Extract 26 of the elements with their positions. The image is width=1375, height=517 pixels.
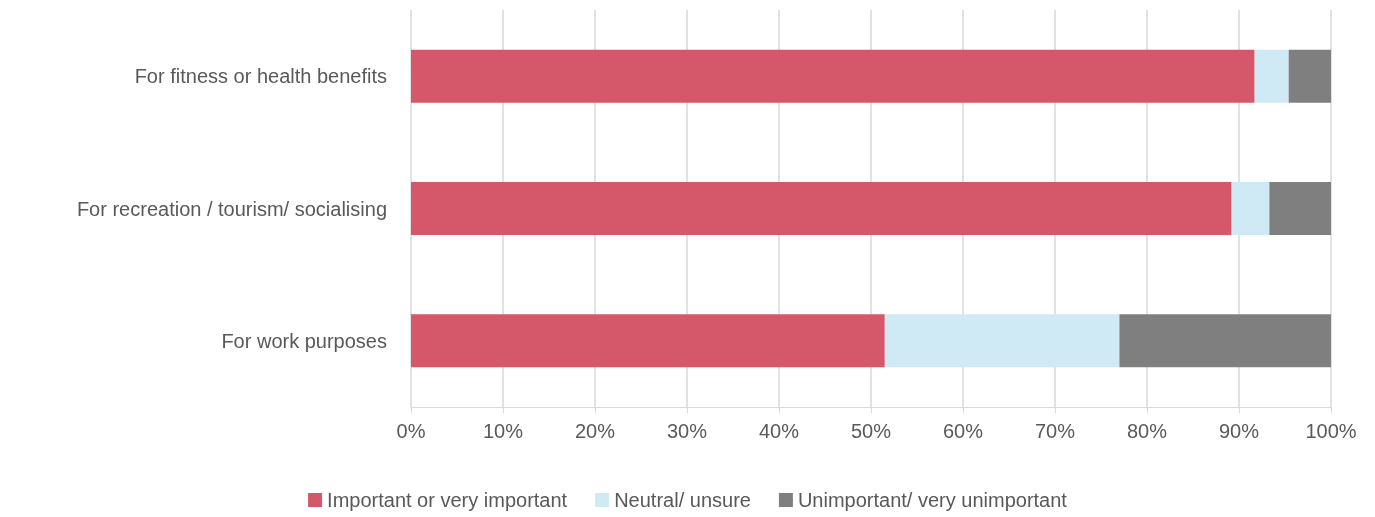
bar [1269, 182, 1331, 235]
y-tick-label: For work purposes [221, 329, 387, 352]
bar [1119, 314, 1331, 368]
bar [411, 49, 1255, 103]
x-tick-label: 70% [1034, 420, 1076, 442]
bar [411, 314, 885, 368]
legend-label: Unimportant/ very unimportant [797, 489, 1068, 511]
x-tick-label: 100% [1305, 420, 1357, 442]
legend-label: Important or very important [327, 489, 568, 511]
x-tick-label: 20% [574, 420, 616, 442]
x-tick-label: 60% [942, 420, 984, 442]
x-tick-label: 10% [482, 420, 524, 442]
x-tick-label: 90% [1218, 420, 1260, 442]
bar [1288, 49, 1331, 103]
x-tick-label: 30% [666, 420, 708, 442]
y-tick-label: For recreation / tourism/ socialising [76, 197, 387, 220]
x-tick-label: 0% [396, 420, 426, 442]
x-tick-label: 80% [1126, 420, 1168, 442]
legend-label: Neutral/ unsure [614, 489, 751, 511]
x-tick-label: 40% [758, 420, 800, 442]
y-tick-label: For fitness or health benefits [134, 65, 387, 88]
bar [1254, 49, 1289, 103]
bar [1231, 182, 1270, 235]
x-tick-label: 50% [850, 420, 892, 442]
bar [411, 182, 1232, 235]
bar [884, 314, 1120, 368]
